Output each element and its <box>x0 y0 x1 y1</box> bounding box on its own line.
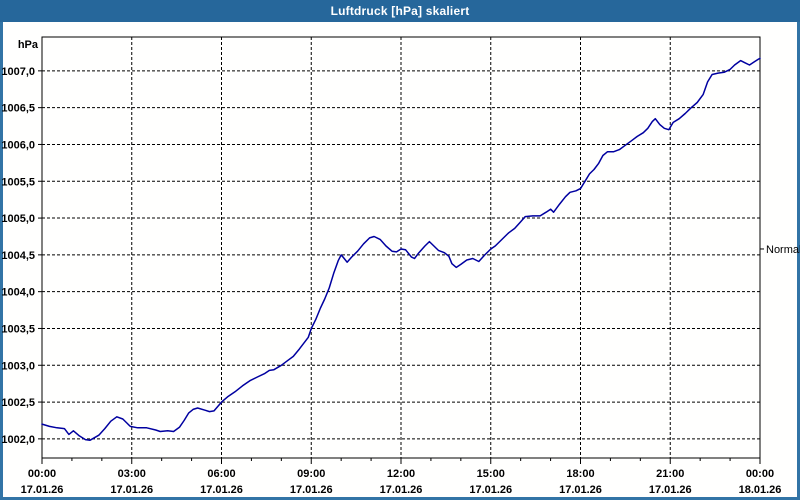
svg-text:09:00: 09:00 <box>297 468 325 480</box>
svg-text:1005,5: 1005,5 <box>1 176 35 188</box>
svg-text:1007,0: 1007,0 <box>1 66 35 78</box>
svg-text:00:00: 00:00 <box>746 468 774 480</box>
svg-text:18.01.26: 18.01.26 <box>739 484 782 496</box>
svg-text:18:00: 18:00 <box>566 468 594 480</box>
pressure-series-line <box>41 57 761 442</box>
svg-text:17.01.26: 17.01.26 <box>559 484 602 496</box>
axis-labels: 1007,0 1006,5 1006,0 1005,5 1005,0 1004,5 1004… <box>1 39 800 496</box>
svg-text:17.01.26: 17.01.26 <box>649 484 692 496</box>
svg-text:1004,0: 1004,0 <box>1 287 35 299</box>
window-title: Luftdruck [hPa] skaliert <box>330 4 470 18</box>
svg-text:00:00: 00:00 <box>28 468 56 480</box>
axes <box>38 36 764 464</box>
svg-text:15:00: 15:00 <box>477 468 505 480</box>
normal-pressure-annotation: Normal <box>766 244 800 256</box>
svg-text:1006,0: 1006,0 <box>1 139 35 151</box>
svg-text:12:00: 12:00 <box>387 468 415 480</box>
svg-text:17.01.26: 17.01.26 <box>21 484 64 496</box>
svg-text:03:00: 03:00 <box>118 468 146 480</box>
svg-text:1003,0: 1003,0 <box>1 360 35 372</box>
plot-border <box>41 36 761 459</box>
chart-area: 1007,0 1006,5 1006,0 1005,5 1005,0 1004,5 1004… <box>1 22 800 497</box>
svg-text:17.01.26: 17.01.26 <box>290 484 333 496</box>
svg-text:17.01.26: 17.01.26 <box>469 484 512 496</box>
window-title-bar: Luftdruck [hPa] skaliert <box>0 0 800 22</box>
svg-text:1004,5: 1004,5 <box>1 250 35 262</box>
svg-text:17.01.26: 17.01.26 <box>380 484 423 496</box>
svg-text:1002,5: 1002,5 <box>1 397 35 409</box>
gridlines <box>42 37 760 458</box>
svg-text:06:00: 06:00 <box>207 468 235 480</box>
svg-text:1003,5: 1003,5 <box>1 323 35 335</box>
svg-text:17.01.26: 17.01.26 <box>110 484 153 496</box>
svg-text:1005,0: 1005,0 <box>1 213 35 225</box>
svg-text:1006,5: 1006,5 <box>1 103 35 115</box>
y-axis-unit-label: hPa <box>18 39 39 51</box>
svg-text:1002,0: 1002,0 <box>1 434 35 446</box>
svg-text:21:00: 21:00 <box>656 468 684 480</box>
svg-text:17.01.26: 17.01.26 <box>200 484 243 496</box>
